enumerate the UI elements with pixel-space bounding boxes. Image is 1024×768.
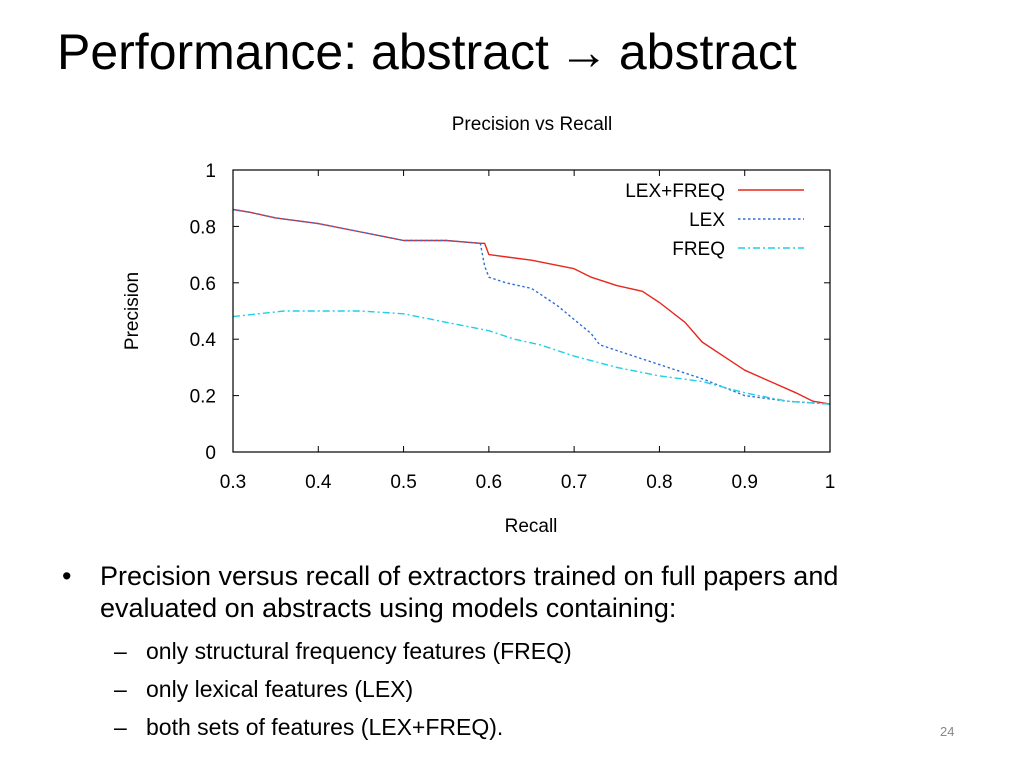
plot-frame	[232, 169, 831, 453]
sub-bullet-marker: –	[114, 638, 127, 664]
y-tick-label: 0.2	[190, 387, 216, 408]
y-axis-label: Precision	[122, 272, 143, 350]
tick-labels: 0.3 0.4 0.5 0.6 0.7 0.8 0.9 1 0 0.2 0.4 0.6 0.8 1	[190, 161, 836, 493]
sub-bullet-text: only structural frequency features (FREQ…	[146, 638, 572, 664]
y-tick-label: 0.6	[190, 274, 216, 295]
x-tick-label: 0.8	[646, 472, 672, 493]
series-line-lex-freq	[232, 208, 831, 405]
sub-bullet-text: only lexical features (LEX)	[146, 676, 414, 702]
sub-bullet-list: – only structural frequency features (FRE…	[114, 632, 962, 746]
chart-title: Precision vs Recall	[452, 114, 613, 135]
title-left: Performance: abstract	[57, 24, 549, 80]
series-line-freq	[232, 310, 831, 405]
sub-bullet-marker: –	[114, 714, 127, 740]
arrow-right-icon: →	[558, 24, 609, 80]
sub-bullet-item: – only lexical features (LEX)	[114, 670, 962, 708]
legend-label: LEX+FREQ	[625, 181, 725, 202]
title-right: abstract	[618, 24, 797, 80]
x-tick-label: 0.3	[220, 472, 246, 493]
legend-label: FREQ	[672, 239, 725, 260]
x-tick-label: 0.9	[732, 472, 758, 493]
sub-bullet-text: both sets of features (LEX+FREQ).	[146, 714, 504, 740]
x-axis-label: Recall	[505, 516, 558, 537]
y-tick-label: 1	[205, 161, 216, 182]
y-tick-label: 0	[205, 443, 216, 464]
chart-legend: LEX+FREQ LEX FREQ	[625, 181, 804, 260]
sub-bullet-item: – both sets of features (LEX+FREQ).	[114, 708, 962, 746]
x-tick-label: 0.5	[390, 472, 416, 493]
x-tick-label: 1	[825, 472, 836, 493]
x-tick-label: 0.4	[305, 472, 332, 493]
page-number: 24	[940, 724, 955, 739]
bullet-list: • Precision versus recall of extractors …	[62, 560, 962, 746]
y-tick-label: 0.8	[190, 217, 216, 238]
series-line-lex	[232, 208, 831, 405]
precision-recall-chart: Precision vs Recall 0.3 0.4 0.5 0.6 0.7 0.8 0.…	[122, 114, 836, 537]
sub-bullet-marker: –	[114, 676, 127, 702]
legend-label: LEX	[689, 210, 725, 231]
bullet-main-text: Precision versus recall of extractors tr…	[100, 561, 839, 623]
bullet-marker: •	[62, 561, 72, 591]
y-tick-label: 0.4	[190, 330, 217, 351]
bullet-main: • Precision versus recall of extractors …	[62, 560, 962, 624]
x-tick-label: 0.7	[561, 472, 587, 493]
sub-bullet-item: – only structural frequency features (FRE…	[114, 632, 962, 670]
slide-title: Performance: abstract → abstract	[57, 22, 797, 82]
series-lines	[232, 208, 831, 405]
x-tick-label: 0.6	[476, 472, 502, 493]
